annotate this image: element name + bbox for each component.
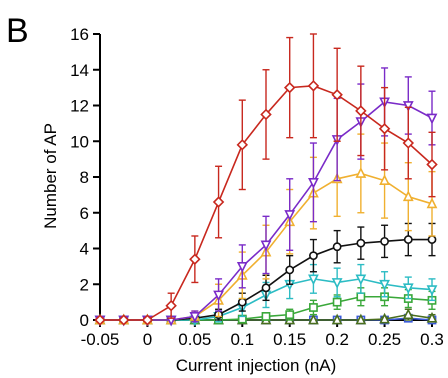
data-point [237, 297, 247, 307]
y-tick-label: 10 [70, 132, 89, 151]
data-point [260, 108, 272, 121]
y-tick-label: 2 [80, 275, 89, 294]
data-point [212, 196, 225, 208]
data-point [283, 81, 296, 94]
data-point [402, 101, 414, 112]
data-point [379, 279, 390, 291]
data-point [355, 167, 367, 178]
y-tick-label: 8 [80, 168, 89, 187]
data-point [356, 292, 366, 302]
data-point [141, 314, 154, 326]
data-point [355, 274, 367, 286]
data-point [331, 313, 343, 325]
y-axis-title: Number of AP [41, 123, 60, 229]
data-point [285, 310, 295, 320]
data-point [308, 313, 319, 325]
y-tick-label: 14 [70, 61, 89, 80]
y-tick-label: 16 [70, 25, 89, 44]
data-point [309, 251, 318, 261]
data-point [379, 174, 390, 185]
x-tick-label: 0.15 [273, 330, 306, 349]
data-point [285, 265, 295, 275]
data-point [426, 311, 438, 323]
data-point [402, 137, 415, 149]
data-point [331, 89, 343, 101]
data-point [260, 240, 272, 252]
data-point [378, 123, 391, 135]
data-point [331, 278, 343, 289]
data-point [332, 297, 342, 307]
data-point [426, 113, 438, 125]
data-point [426, 285, 438, 297]
data-point [117, 314, 130, 326]
x-tick-label: 0.3 [420, 330, 444, 349]
data-point [308, 274, 319, 286]
data-point [309, 303, 318, 312]
y-tick-label: 4 [80, 240, 89, 259]
data-point [426, 197, 438, 209]
data-point [213, 290, 224, 302]
data-point [236, 139, 249, 151]
data-point [403, 235, 413, 244]
data-point [189, 312, 201, 323]
data-point [189, 253, 201, 265]
x-tick-label: 0.05 [178, 330, 211, 349]
data-point [332, 242, 342, 252]
data-point [307, 80, 320, 92]
data-point [355, 313, 367, 325]
data-point [355, 105, 367, 117]
data-point [236, 261, 248, 273]
x-axis-title: Current injection (nA) [176, 356, 337, 375]
x-tick-label: -0.05 [81, 330, 120, 349]
data-point [261, 312, 271, 321]
data-point [284, 210, 296, 221]
data-point [426, 158, 438, 171]
data-point [402, 283, 414, 295]
x-tick-label: 0.25 [368, 330, 401, 349]
x-tick-label: 0.1 [230, 330, 254, 349]
panel-label: B [6, 12, 29, 50]
chart-plot-area [94, 33, 438, 327]
data-point [308, 177, 319, 189]
data-point [380, 236, 389, 246]
y-tick-label: 0 [80, 311, 89, 330]
y-tick-label: 12 [70, 97, 89, 116]
data-point [356, 238, 366, 248]
data-series [94, 33, 438, 326]
data-point [94, 314, 106, 326]
y-tick-label: 6 [80, 204, 89, 223]
x-tick-label: 0.2 [325, 330, 349, 349]
data-point [402, 190, 414, 202]
data-point [427, 235, 437, 244]
x-tick-label: 0 [143, 330, 152, 349]
data-point [165, 299, 177, 312]
data-point [379, 312, 390, 324]
data-point [261, 283, 271, 293]
data-point [402, 308, 414, 320]
